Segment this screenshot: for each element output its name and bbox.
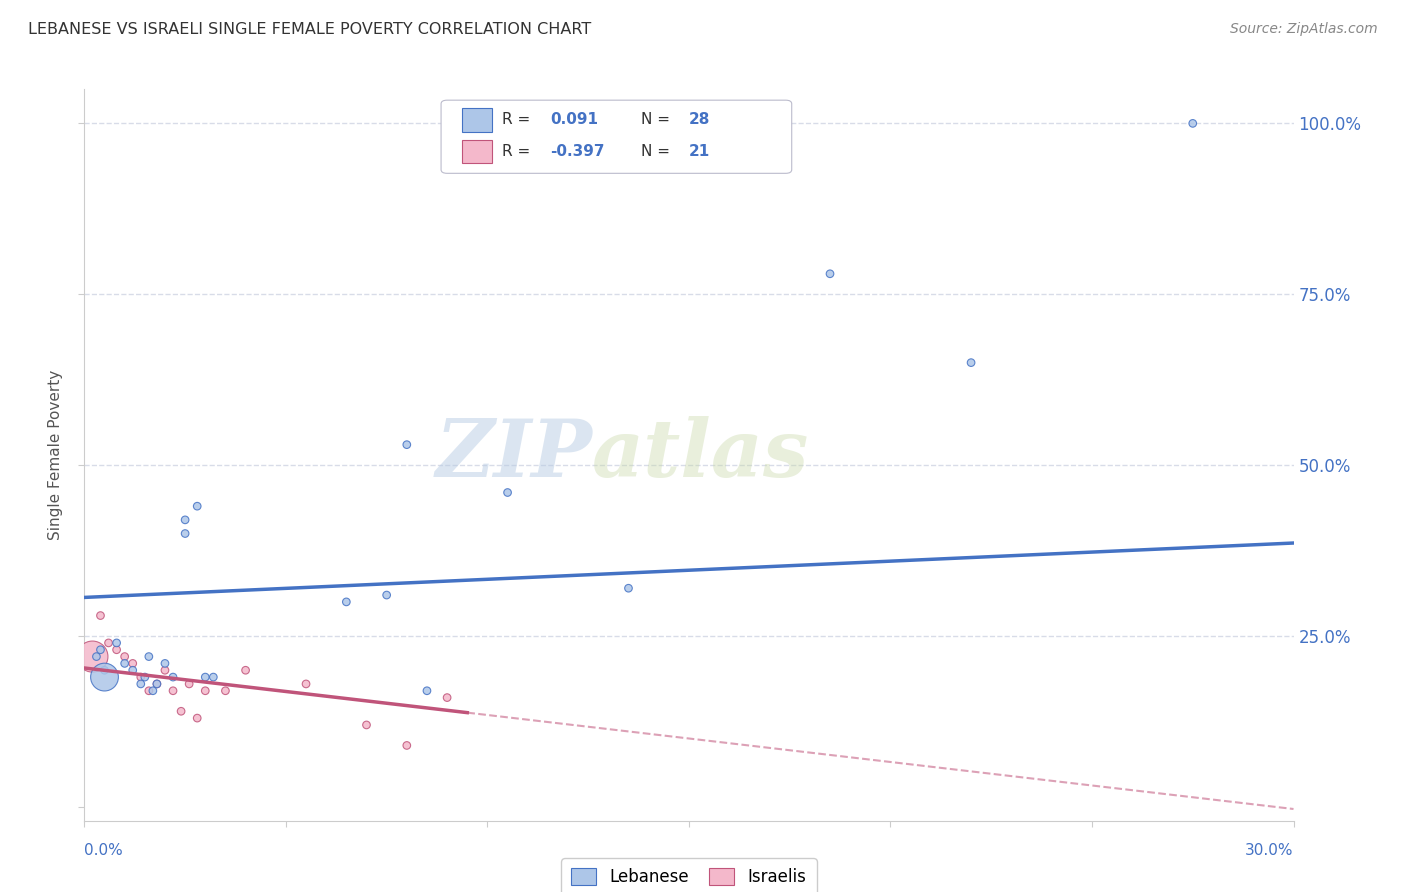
Point	[174, 526, 197, 541]
Point	[114, 657, 136, 671]
Point	[416, 683, 439, 698]
Point	[179, 677, 201, 691]
Text: 21: 21	[689, 144, 710, 159]
Point	[235, 663, 257, 677]
Text: Source: ZipAtlas.com: Source: ZipAtlas.com	[1230, 22, 1378, 37]
Point	[138, 649, 160, 664]
Text: -0.397: -0.397	[550, 144, 605, 159]
Text: 0.0%: 0.0%	[84, 843, 124, 858]
Point	[170, 704, 193, 718]
Text: 28: 28	[689, 112, 710, 128]
FancyBboxPatch shape	[461, 140, 492, 163]
Point	[194, 670, 217, 684]
Point	[146, 677, 169, 691]
Text: atlas: atlas	[592, 417, 810, 493]
Point	[153, 663, 176, 677]
Point	[146, 677, 169, 691]
Point	[121, 663, 143, 677]
Point	[395, 438, 418, 452]
FancyBboxPatch shape	[461, 108, 492, 132]
Point	[617, 581, 640, 595]
Point	[162, 670, 184, 684]
Point	[186, 499, 208, 513]
Text: ZIP: ZIP	[436, 417, 592, 493]
Point	[436, 690, 458, 705]
Point	[162, 683, 184, 698]
Point	[174, 513, 197, 527]
Point	[818, 267, 841, 281]
Point	[114, 649, 136, 664]
FancyBboxPatch shape	[441, 100, 792, 173]
Text: LEBANESE VS ISRAELI SINGLE FEMALE POVERTY CORRELATION CHART: LEBANESE VS ISRAELI SINGLE FEMALE POVERT…	[28, 22, 592, 37]
Point	[82, 649, 104, 664]
Text: N =: N =	[641, 112, 675, 128]
Point	[105, 636, 128, 650]
Point	[86, 649, 108, 664]
Text: R =: R =	[502, 112, 534, 128]
Point	[214, 683, 236, 698]
Point	[89, 642, 111, 657]
Point	[134, 670, 156, 684]
Point	[142, 683, 165, 698]
Point	[496, 485, 519, 500]
Text: 30.0%: 30.0%	[1246, 843, 1294, 858]
Point	[93, 663, 115, 677]
Point	[89, 608, 111, 623]
Point	[335, 595, 357, 609]
Text: R =: R =	[502, 144, 534, 159]
Point	[105, 642, 128, 657]
Point	[356, 718, 378, 732]
Point	[97, 636, 120, 650]
Text: N =: N =	[641, 144, 675, 159]
Point	[129, 670, 152, 684]
Text: 0.091: 0.091	[550, 112, 598, 128]
Point	[186, 711, 208, 725]
Point	[395, 739, 418, 753]
Point	[121, 657, 143, 671]
Y-axis label: Single Female Poverty: Single Female Poverty	[48, 370, 63, 540]
Point	[295, 677, 318, 691]
Legend: Lebanese, Israelis: Lebanese, Israelis	[561, 858, 817, 892]
Point	[194, 683, 217, 698]
Point	[960, 356, 983, 370]
Point	[138, 683, 160, 698]
Point	[202, 670, 225, 684]
Point	[153, 657, 176, 671]
Point	[93, 670, 115, 684]
Point	[129, 677, 152, 691]
Point	[375, 588, 398, 602]
Point	[1181, 116, 1204, 130]
